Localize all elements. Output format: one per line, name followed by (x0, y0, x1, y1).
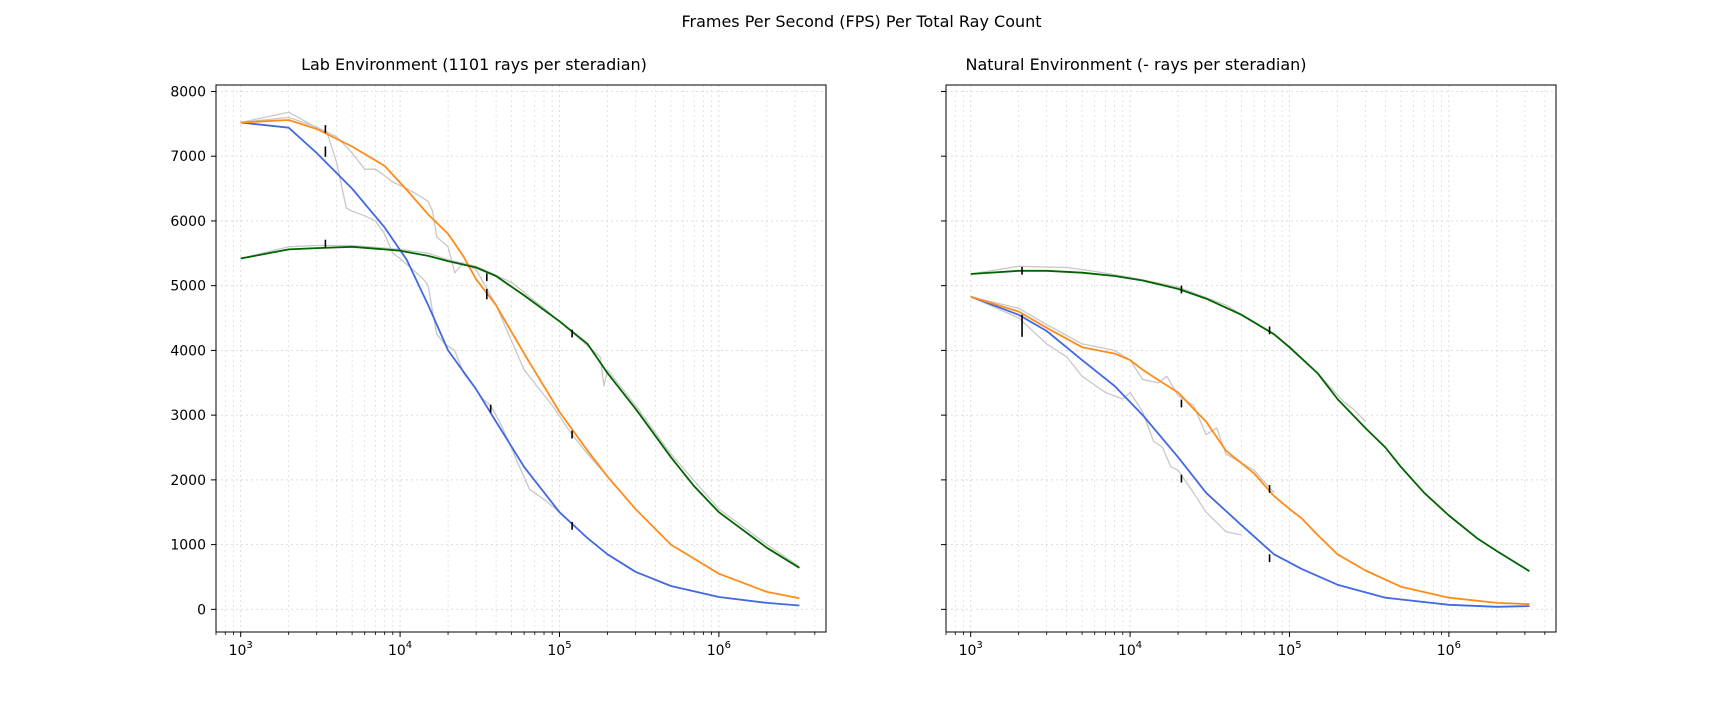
natural-chart-title: Natural Environment (- rays per steradia… (965, 55, 1307, 74)
lab-series-raw-3 (240, 111, 560, 513)
lab-x-tick-label-1: 104 (388, 640, 412, 659)
lab-y-tick-label-1: 1000 (170, 538, 206, 554)
lab-series-raw-4 (240, 116, 608, 478)
figure-title: Frames Per Second (FPS) Per Total Ray Co… (681, 12, 1042, 31)
lab-y-tick-label-6: 6000 (170, 214, 206, 230)
lab-grid (215, 85, 826, 632)
lab-y-tick-label-2: 2000 (170, 473, 206, 489)
lab-x-tick-label-2: 105 (547, 640, 571, 659)
lab-chart-title: Lab Environment (1101 rays per steradian… (301, 55, 647, 74)
lab-x-axis: 103 104 105 106 (215, 632, 816, 659)
lab-axes-frame (215, 84, 827, 633)
lab-x-tick-label-0: 103 (229, 640, 253, 659)
lab-series-blue-0 (240, 121, 800, 607)
lab-y-tick-label-7: 7000 (170, 149, 206, 165)
lab-y-tick-label-5: 5000 (170, 279, 206, 295)
lab-y-tick-label-8: 8000 (170, 84, 206, 100)
lab-y-tick-label-4: 4000 (170, 343, 206, 359)
lab-y-tick-label-3: 3000 (170, 408, 206, 424)
lab-series-green-2 (240, 245, 800, 569)
lab-x-tick-label-3: 106 (707, 640, 731, 659)
lab-series-raw-5 (240, 244, 800, 568)
lab-y-axis: 0 1000 2000 3000 4000 5000 6000 7000 8000 (170, 84, 216, 618)
lab-y-tick-label-0: 0 (197, 602, 206, 618)
